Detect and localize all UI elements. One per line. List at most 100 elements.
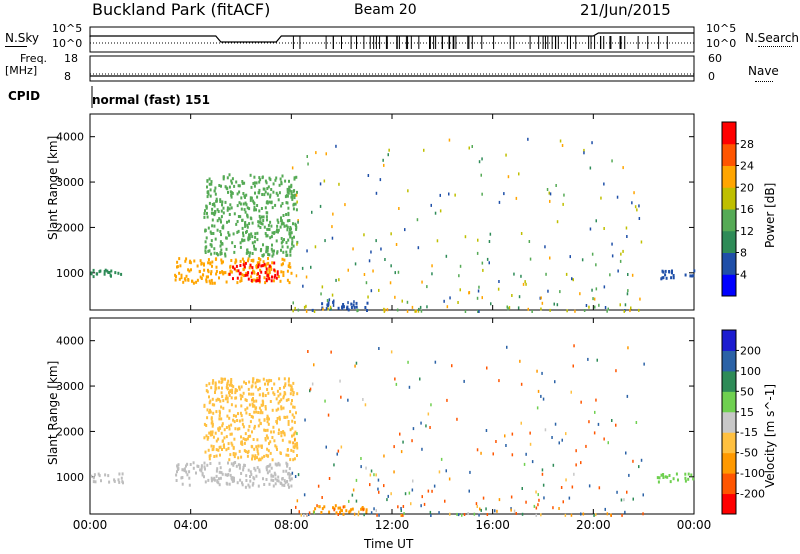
scatter-cell (217, 386, 220, 390)
scatter-cell (229, 381, 232, 385)
scatter-cell (121, 480, 124, 484)
scatter-cell (215, 272, 218, 276)
scatter-cell (445, 469, 447, 473)
scatter-cell (337, 306, 340, 310)
scatter-cell (398, 207, 400, 210)
scatter-cell (186, 473, 189, 477)
scatter-cell (252, 399, 255, 403)
scatter-cell (265, 279, 268, 283)
scatter-cell (252, 201, 255, 205)
scatter-cell (257, 220, 260, 224)
scatter-cell (263, 418, 266, 422)
scatter-cell (290, 448, 293, 452)
scatter-cell (260, 444, 263, 448)
scatter-cell (281, 257, 284, 261)
scatter-cell (221, 472, 224, 476)
scatter-cell (113, 479, 116, 483)
scatter-cell (620, 498, 623, 502)
scatter-cell (276, 218, 279, 222)
scatter-cell (510, 495, 513, 499)
scatter-cell (603, 227, 605, 230)
scatter-cell (275, 239, 278, 243)
scatter-cell (260, 207, 263, 210)
scatter-cell (277, 401, 280, 405)
scatter-cell (292, 301, 294, 305)
scatter-cell (262, 260, 265, 264)
scatter-cell (338, 278, 340, 282)
scatter-cell (229, 265, 232, 269)
scatter-cell (242, 391, 245, 395)
scatter-cell (252, 438, 255, 441)
scatter-cell (220, 377, 223, 381)
scatter-cell (354, 364, 356, 368)
scatter-cell (261, 222, 264, 226)
scatter-cell (632, 497, 634, 501)
scatter-cell (204, 251, 207, 254)
x-tick-label: 00:00 (73, 518, 108, 532)
scatter-cell (269, 400, 272, 403)
scatter-cell (459, 288, 461, 292)
scatter-cell (215, 199, 218, 203)
scatter-cell (407, 189, 409, 193)
colorbar-segment (722, 165, 736, 188)
scatter-cell (208, 410, 211, 414)
scatter-cell (264, 438, 267, 442)
scatter-cell (256, 204, 259, 207)
scatter-cell (257, 263, 260, 267)
scatter-cell (265, 267, 268, 271)
scatter-cell (337, 506, 340, 510)
scatter-cell (264, 429, 267, 432)
scatter-cell (193, 259, 196, 263)
scatter-cell (520, 421, 522, 425)
scatter-cell (257, 411, 260, 414)
colorbar-segment (722, 252, 736, 275)
scatter-cell (638, 204, 640, 208)
scatter-cell (343, 505, 346, 509)
scatter-cell (537, 493, 539, 497)
scatter-cell (264, 179, 267, 183)
scatter-cell (121, 472, 124, 476)
scatter-cell (206, 408, 209, 412)
scatter-cell (591, 252, 594, 256)
scatter-cell (272, 279, 275, 283)
scatter-cell (256, 378, 258, 382)
scatter-cell (235, 464, 238, 468)
scatter-cell (205, 424, 208, 427)
scatter-cell (486, 257, 489, 261)
scatter-cell (311, 308, 314, 312)
scatter-cell (228, 427, 231, 431)
scatter-cell (280, 204, 283, 208)
scatter-cell (210, 244, 213, 248)
scatter-cell (434, 360, 437, 364)
scatter-cell (209, 281, 212, 285)
scatter-cell (227, 461, 229, 465)
scatter-cell (286, 187, 289, 191)
scatter-cell (412, 427, 415, 431)
scatter-cell (513, 272, 515, 276)
scatter-cell (221, 448, 223, 451)
scatter-cell (222, 224, 225, 228)
scatter-cell (275, 408, 278, 412)
scatter-cell (603, 182, 605, 186)
scatter-cell (219, 244, 222, 248)
scatter-cell (208, 279, 211, 283)
scatter-cell (287, 265, 290, 268)
scatter-cell (259, 226, 262, 229)
scatter-cell (261, 176, 264, 180)
scatter-cell (220, 261, 223, 265)
colorbar-tick-label: 100 (740, 365, 761, 378)
scatter-cell (638, 308, 640, 312)
scatter-cell (199, 468, 202, 472)
scatter-cell (247, 435, 250, 438)
scatter-cell (525, 500, 527, 504)
scatter-cell (286, 245, 289, 249)
scatter-cell (384, 258, 386, 261)
scatter-cell (245, 230, 247, 234)
scatter-cell (276, 251, 279, 255)
y-tick-label: 1000 (56, 471, 84, 484)
nsearch-label: N.Search (745, 31, 800, 45)
scatter-cell (218, 477, 220, 481)
scatter-cell (230, 179, 233, 183)
scatter-cell (473, 512, 476, 516)
scatter-cell (203, 422, 206, 426)
